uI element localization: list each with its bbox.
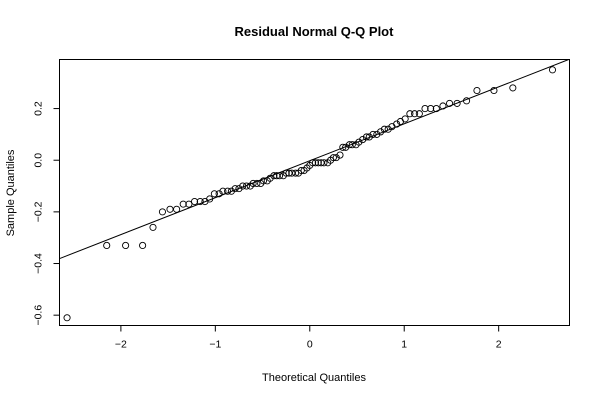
data-point xyxy=(377,128,385,136)
data-point xyxy=(393,120,401,128)
y-tick-label: −0.2 xyxy=(33,201,45,222)
data-point xyxy=(406,110,414,118)
x-axis-label: Theoretical Quantiles xyxy=(262,372,366,384)
data-point xyxy=(242,182,251,190)
data-point xyxy=(439,102,447,110)
data-point xyxy=(191,197,199,206)
data-point xyxy=(415,110,423,118)
data-point xyxy=(365,133,373,141)
y-tick-label: 0.0 xyxy=(33,153,45,168)
data-point xyxy=(401,115,409,123)
data-point xyxy=(63,314,71,322)
data-point xyxy=(249,179,257,188)
data-point xyxy=(173,205,181,213)
data-point xyxy=(270,172,278,180)
data-point xyxy=(239,182,247,190)
data-point xyxy=(329,154,337,162)
data-point xyxy=(359,136,367,144)
data-point xyxy=(509,84,517,92)
data-point xyxy=(210,190,218,198)
data-point xyxy=(297,166,305,175)
data-point xyxy=(185,200,193,208)
x-tick-label: 2 xyxy=(496,339,502,351)
plot-frame xyxy=(59,59,570,326)
x-tick-label: −2 xyxy=(115,339,127,351)
y-tick-label: −0.6 xyxy=(33,305,45,326)
plot-area: −2 −1 0 1 2 −0.6 −0.4 −0.2 0.0 0.2 xyxy=(33,59,570,351)
data-point xyxy=(355,138,363,146)
data-point xyxy=(231,185,239,193)
data-point xyxy=(314,159,322,167)
data-point xyxy=(122,241,130,249)
reference-line xyxy=(59,59,570,260)
x-tick-label: −1 xyxy=(209,339,221,351)
data-point xyxy=(149,223,157,231)
data-point xyxy=(311,159,319,167)
data-point xyxy=(206,195,214,203)
data-point xyxy=(139,241,147,249)
x-tick-label: 0 xyxy=(307,339,313,351)
data-point xyxy=(196,197,204,206)
data-point xyxy=(453,99,461,107)
data-point xyxy=(463,97,471,105)
data-point xyxy=(224,187,232,195)
data-point xyxy=(103,241,111,249)
data-point xyxy=(421,105,429,113)
data-point xyxy=(158,208,166,216)
data-point xyxy=(373,130,381,138)
data-point xyxy=(309,159,317,167)
data-point xyxy=(266,174,274,182)
data-point xyxy=(339,143,347,151)
data-point xyxy=(235,185,243,193)
data-point xyxy=(292,169,300,177)
data-point xyxy=(259,177,268,185)
data-point xyxy=(253,179,261,188)
data-point xyxy=(362,133,370,141)
data-point xyxy=(219,187,227,195)
data-point xyxy=(179,200,187,208)
y-axis-label: Sample Quantiles xyxy=(5,149,17,236)
data-point xyxy=(276,172,284,180)
data-point xyxy=(215,190,223,198)
data-point xyxy=(348,141,356,149)
y-tick-label: 0.2 xyxy=(33,101,45,116)
data-point xyxy=(473,86,481,95)
data-point xyxy=(336,151,344,159)
data-point xyxy=(369,130,377,138)
data-point xyxy=(227,187,235,195)
chart-title: Residual Normal Q-Q Plot xyxy=(235,24,395,39)
data-point xyxy=(320,159,328,167)
data-point xyxy=(282,169,290,177)
data-point xyxy=(427,105,435,113)
data-point xyxy=(342,143,350,151)
data-point xyxy=(411,110,419,118)
data-point xyxy=(332,154,340,162)
data-point xyxy=(432,105,440,113)
data-point xyxy=(548,66,557,74)
y-tick-label: −0.4 xyxy=(33,253,45,274)
data-point xyxy=(446,99,454,107)
data-point xyxy=(380,125,388,133)
data-point xyxy=(490,86,498,95)
data-point xyxy=(384,125,392,133)
x-tick-label: 1 xyxy=(401,339,407,351)
